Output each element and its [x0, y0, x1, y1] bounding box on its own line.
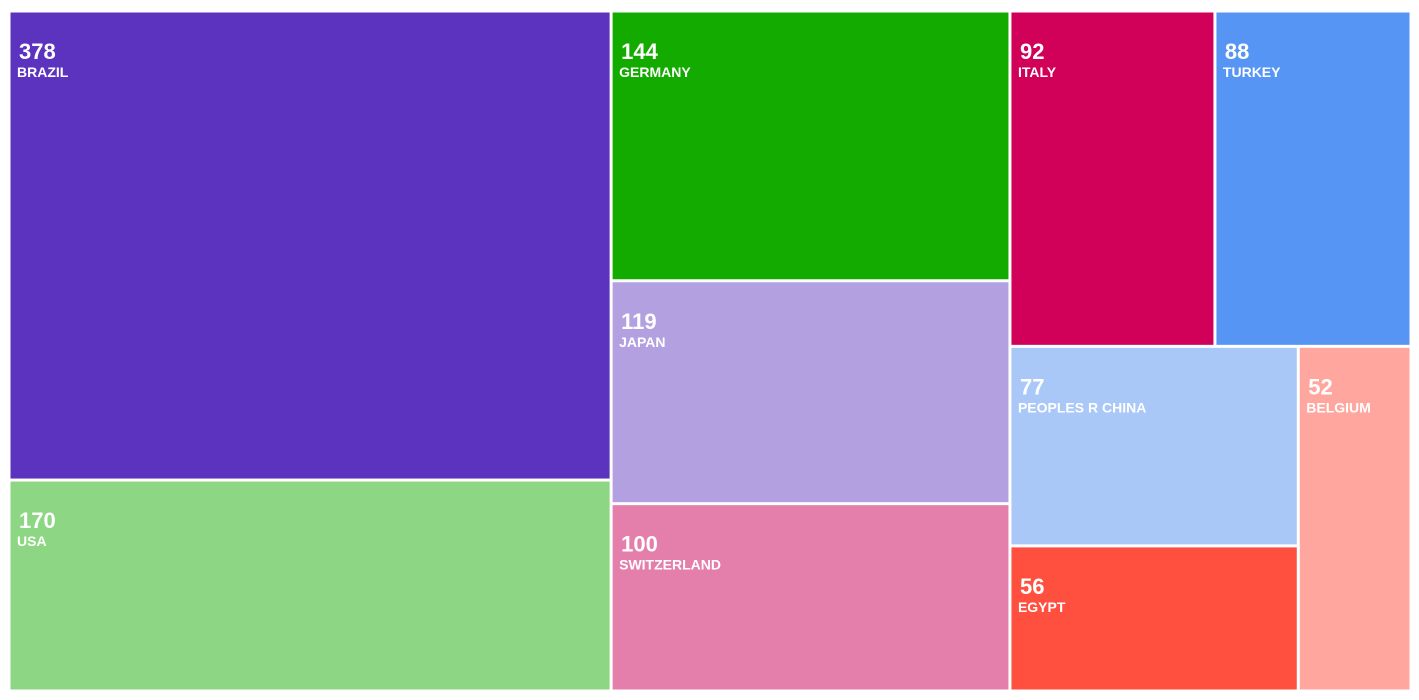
- tile-value: 56: [1020, 574, 1044, 599]
- tile-value: 92: [1020, 39, 1044, 64]
- tile-label: ITALY: [1018, 64, 1057, 80]
- tile-label: JAPAN: [619, 334, 665, 350]
- tile-value: 88: [1225, 39, 1249, 64]
- tile-value: 378: [19, 39, 56, 64]
- tile-label: TURKEY: [1223, 64, 1281, 80]
- tile-value: 100: [621, 532, 658, 557]
- tile: [1216, 12, 1410, 345]
- tile-value: 77: [1020, 374, 1044, 399]
- tile-value: 144: [621, 39, 658, 64]
- tile-label: PEOPLES R CHINA: [1018, 399, 1146, 415]
- tile-value: 170: [19, 508, 56, 533]
- tile-label: USA: [17, 533, 47, 549]
- tile-label: BRAZIL: [17, 64, 69, 80]
- tile: [10, 481, 610, 690]
- tile: [10, 12, 610, 479]
- tile: [1299, 347, 1410, 690]
- tile: [1011, 347, 1297, 545]
- tile-label: GERMANY: [619, 64, 691, 80]
- tile: [612, 12, 1009, 280]
- tile-label: BELGIUM: [1306, 399, 1371, 415]
- tile: [1011, 547, 1297, 690]
- tile: [612, 505, 1009, 690]
- tile-label: EGYPT: [1018, 599, 1066, 615]
- tile: [612, 282, 1009, 503]
- tile-label: SWITZERLAND: [619, 557, 721, 573]
- tile-value: 52: [1308, 374, 1332, 399]
- tile: [1011, 12, 1214, 345]
- tile-value: 119: [621, 309, 657, 334]
